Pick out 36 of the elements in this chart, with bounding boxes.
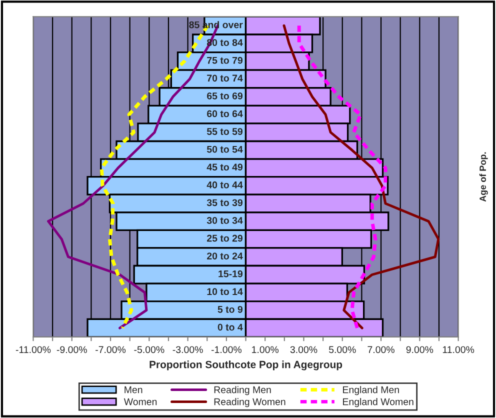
x-tick-label: 9.00% xyxy=(406,346,434,354)
y-tick-label: 20 to 24 xyxy=(207,252,243,260)
x-tick-label: 11.00% xyxy=(442,346,474,354)
x-tick-label: -5.00% xyxy=(134,346,164,354)
y-tick-label: 10 to 14 xyxy=(207,288,243,296)
y-tick-label: 60 to 64 xyxy=(207,110,243,118)
legend-label: England Men xyxy=(343,386,399,396)
legend-label: Men xyxy=(124,386,142,394)
y-tick-label: 70 to 74 xyxy=(207,74,243,82)
legend-label: Reading Men xyxy=(214,386,271,396)
x-tick-label: -9.00% xyxy=(56,346,87,354)
y-tick-label: 45 to 49 xyxy=(206,164,243,171)
x-tick-label: 3.00% xyxy=(290,346,318,354)
x-tick-label: -7.00% xyxy=(96,346,126,354)
legend-label: Reading Women xyxy=(214,398,286,408)
y-tick-label: 50 to 54 xyxy=(206,146,243,153)
y-tick-label: 75 to 79 xyxy=(207,56,243,64)
y-tick-label: 5 to 9 xyxy=(218,306,243,313)
x-tick-label: 7.00% xyxy=(368,346,394,354)
y-axis-title: Age of Pop. xyxy=(479,152,488,202)
x-tick-label: 1.00% xyxy=(252,346,279,354)
y-tick-label: 55 to 59 xyxy=(206,128,243,135)
y-tick-label: 30 to 34 xyxy=(206,217,243,224)
y-tick-label: 35 to 39 xyxy=(206,199,243,206)
y-tick-label: 25 to 29 xyxy=(207,234,243,242)
legend-label: Women xyxy=(124,398,157,406)
legend-label: England Women xyxy=(343,398,414,408)
x-tick-label: 5.00% xyxy=(328,346,356,354)
y-tick-label: 0 to 4 xyxy=(218,324,243,331)
x-axis-title: Proportion Southcote Pop in Agegroup xyxy=(150,360,342,370)
y-tick-label: 15-19 xyxy=(218,270,243,278)
x-tick-label: -3.00% xyxy=(172,346,203,354)
x-tick-label: -1.00% xyxy=(211,346,242,354)
y-tick-label: 40 to 44 xyxy=(206,181,243,188)
y-tick-label: 65 to 69 xyxy=(207,92,243,100)
x-tick-label: -11.00% xyxy=(16,346,51,354)
